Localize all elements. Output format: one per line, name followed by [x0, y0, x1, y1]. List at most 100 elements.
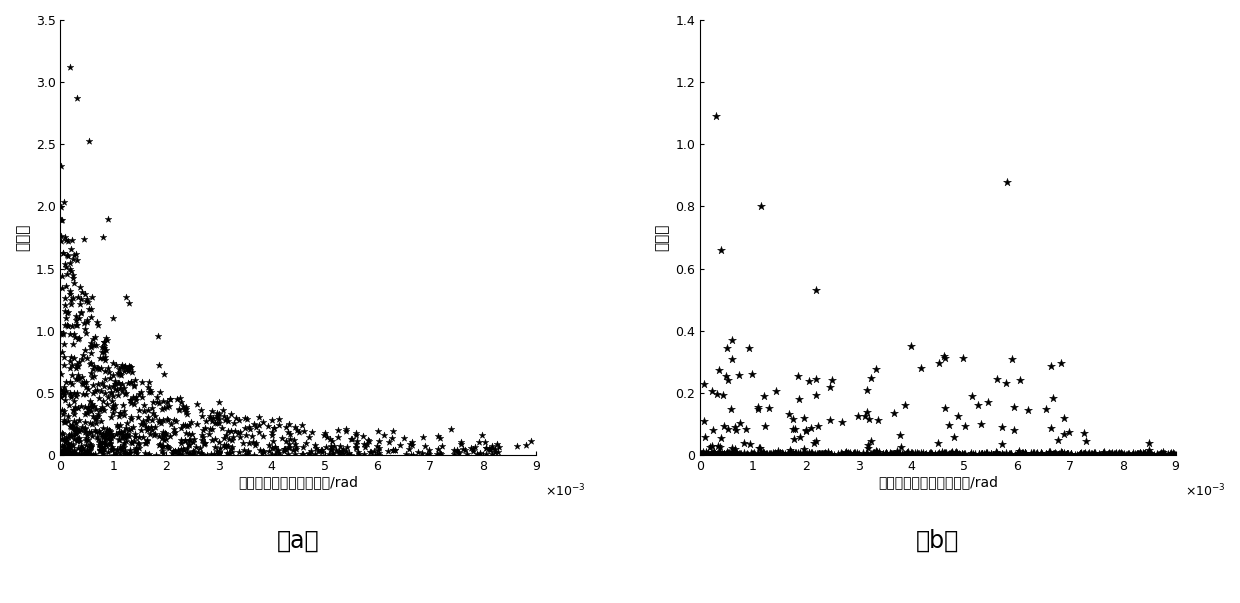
Point	[742, 450, 761, 459]
Point	[480, 446, 500, 455]
Point	[329, 432, 348, 442]
Point	[858, 443, 878, 453]
Point	[51, 393, 71, 402]
Point	[233, 445, 253, 455]
Point	[104, 450, 124, 459]
Point	[1127, 449, 1147, 458]
Point	[795, 449, 815, 459]
Point	[465, 442, 485, 452]
Point	[193, 438, 213, 447]
Point	[1109, 448, 1128, 458]
Point	[742, 369, 761, 379]
Point	[62, 244, 82, 253]
Point	[1054, 414, 1074, 423]
Point	[180, 429, 200, 438]
Point	[153, 429, 172, 438]
Point	[880, 449, 900, 459]
Point	[784, 434, 804, 444]
Point	[1040, 423, 1060, 433]
Point	[1095, 450, 1115, 459]
Point	[97, 335, 117, 344]
Point	[807, 449, 827, 459]
Point	[748, 449, 768, 459]
Point	[428, 449, 448, 459]
Point	[699, 442, 719, 452]
Point	[1101, 449, 1121, 458]
Point	[146, 392, 166, 402]
Point	[1162, 450, 1182, 459]
Point	[109, 427, 129, 437]
Point	[61, 356, 81, 366]
Point	[800, 448, 820, 458]
Point	[768, 446, 787, 456]
Point	[786, 449, 806, 458]
Point	[67, 361, 87, 370]
Point	[756, 450, 776, 459]
Point	[1037, 449, 1056, 458]
Point	[897, 449, 916, 459]
Point	[114, 383, 134, 393]
Point	[141, 423, 161, 432]
Point	[890, 450, 910, 459]
Point	[1128, 449, 1148, 459]
Point	[77, 408, 97, 417]
Point	[58, 432, 78, 442]
Point	[997, 177, 1017, 186]
Point	[764, 449, 784, 459]
Point	[797, 450, 817, 459]
Point	[92, 442, 112, 452]
Point	[704, 449, 724, 459]
Point	[223, 432, 243, 442]
Point	[275, 422, 295, 432]
Point	[724, 449, 744, 459]
Point	[81, 406, 100, 415]
Point	[703, 450, 723, 459]
Point	[332, 444, 352, 454]
Point	[1158, 450, 1178, 459]
Point	[100, 440, 120, 449]
Point	[200, 411, 219, 421]
Point	[203, 413, 223, 423]
Point	[857, 449, 877, 458]
Point	[694, 449, 714, 459]
Point	[815, 449, 835, 459]
Point	[102, 403, 122, 412]
Point	[93, 446, 113, 456]
Point	[52, 428, 72, 438]
Point	[479, 444, 498, 453]
Point	[1104, 450, 1123, 459]
Point	[62, 449, 82, 459]
Point	[83, 371, 103, 380]
Point	[73, 350, 93, 360]
Point	[844, 449, 864, 459]
Point	[986, 447, 1006, 457]
Point	[117, 418, 136, 428]
Point	[82, 402, 102, 412]
Point	[1058, 449, 1078, 459]
Point	[941, 449, 961, 459]
Point	[1117, 450, 1137, 459]
Point	[82, 339, 102, 349]
Point	[73, 450, 93, 459]
Point	[123, 393, 143, 402]
Point	[99, 426, 119, 435]
Point	[91, 437, 110, 447]
Point	[916, 449, 936, 459]
Point	[976, 449, 996, 458]
Point	[326, 445, 346, 455]
Point	[764, 449, 784, 458]
Point	[86, 415, 105, 425]
Point	[1112, 449, 1132, 459]
Point	[69, 449, 89, 459]
Point	[217, 413, 237, 423]
Point	[125, 395, 145, 405]
Point	[63, 293, 83, 303]
Point	[1084, 450, 1104, 459]
Point	[60, 289, 79, 298]
Point	[97, 424, 117, 434]
Point	[857, 407, 877, 417]
Point	[977, 450, 997, 459]
Point	[120, 445, 140, 455]
Point	[62, 370, 82, 379]
Point	[998, 450, 1018, 459]
